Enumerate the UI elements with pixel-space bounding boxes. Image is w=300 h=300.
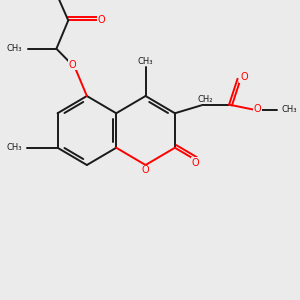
- Text: O: O: [240, 72, 248, 82]
- Text: O: O: [192, 158, 199, 168]
- Text: O: O: [254, 104, 261, 114]
- Text: O: O: [69, 60, 76, 70]
- Text: O: O: [142, 165, 149, 176]
- Text: CH₃: CH₃: [138, 57, 153, 66]
- Text: CH₃: CH₃: [6, 143, 22, 152]
- Text: CH₃: CH₃: [7, 44, 22, 53]
- Text: CH₃: CH₃: [282, 105, 297, 114]
- Text: CH₂: CH₂: [197, 95, 213, 104]
- Text: O: O: [98, 15, 106, 25]
